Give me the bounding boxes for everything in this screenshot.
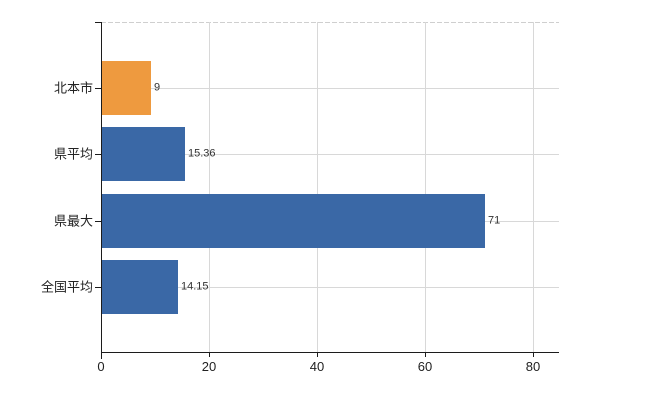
bar (102, 194, 485, 248)
x-axis-tick (317, 353, 318, 357)
x-axis-tick (209, 353, 210, 357)
x-gridline (425, 22, 426, 352)
plot-area: 9 15.36 71 14.15 (101, 22, 559, 352)
category-label: 全国平均 (40, 279, 93, 295)
x-tick-label: 40 (309, 359, 325, 374)
plot-top-border (101, 22, 559, 23)
y-gridline (101, 154, 559, 155)
x-gridline (317, 22, 318, 352)
y-axis-tick (95, 221, 101, 222)
bar-value-label: 14.15 (181, 280, 209, 293)
category-label: 県最大 (53, 213, 93, 229)
y-gridline (101, 88, 559, 89)
y-gridline (101, 287, 559, 288)
x-tick-label: 0 (97, 359, 105, 374)
x-axis-tick (101, 353, 102, 359)
y-axis-top-tick (95, 22, 101, 23)
x-gridline (209, 22, 210, 352)
x-axis-line (101, 352, 559, 353)
category-label: 北本市 (53, 80, 93, 96)
category-label: 県平均 (53, 146, 93, 162)
bar (102, 61, 151, 115)
bar-value-label: 15.36 (188, 147, 216, 160)
x-axis-tick (533, 353, 534, 357)
x-tick-label: 80 (525, 359, 541, 374)
x-axis-tick (425, 353, 426, 357)
bar (102, 260, 178, 314)
x-tick-label: 60 (417, 359, 433, 374)
y-axis-tick (95, 154, 101, 155)
y-axis-tick (95, 88, 101, 89)
bar-value-label: 71 (488, 214, 501, 227)
x-tick-label: 20 (201, 359, 217, 374)
bar-value-label: 9 (154, 81, 161, 94)
y-axis-tick (95, 287, 101, 288)
y-axis-line (101, 22, 102, 352)
bar (102, 127, 185, 181)
x-gridline (533, 22, 534, 352)
